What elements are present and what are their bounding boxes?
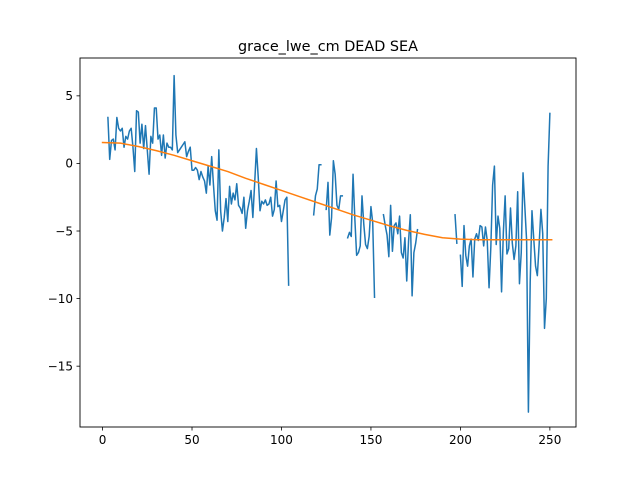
plot-area [101, 74, 553, 413]
y-tick-label: −15 [48, 359, 73, 373]
y-tick-label: 5 [65, 89, 73, 103]
y-axis: 5 0 −5 −10 −15 [48, 89, 80, 373]
series-0-line-segment-4 [382, 204, 419, 297]
x-tick-label: 100 [270, 433, 293, 447]
series-0-line-segment-3 [346, 173, 376, 299]
y-tick-label: −10 [48, 292, 73, 306]
y-tick-label: 0 [65, 157, 73, 171]
series-0-line-segment-6 [459, 112, 551, 413]
x-tick-label: 250 [538, 433, 561, 447]
axes-frame [79, 57, 577, 428]
series-0-line-segment-2 [325, 159, 344, 236]
x-tick-label: 150 [359, 433, 382, 447]
x-axis: 0 50 100 150 200 250 [99, 427, 561, 447]
y-tick-label: −5 [55, 224, 73, 238]
x-tick-label: 50 [184, 433, 199, 447]
x-tick-label: 0 [99, 433, 107, 447]
series-1-trend-line [101, 141, 553, 241]
x-tick-label: 200 [449, 433, 472, 447]
chart-title: grace_lwe_cm DEAD SEA [238, 39, 418, 55]
